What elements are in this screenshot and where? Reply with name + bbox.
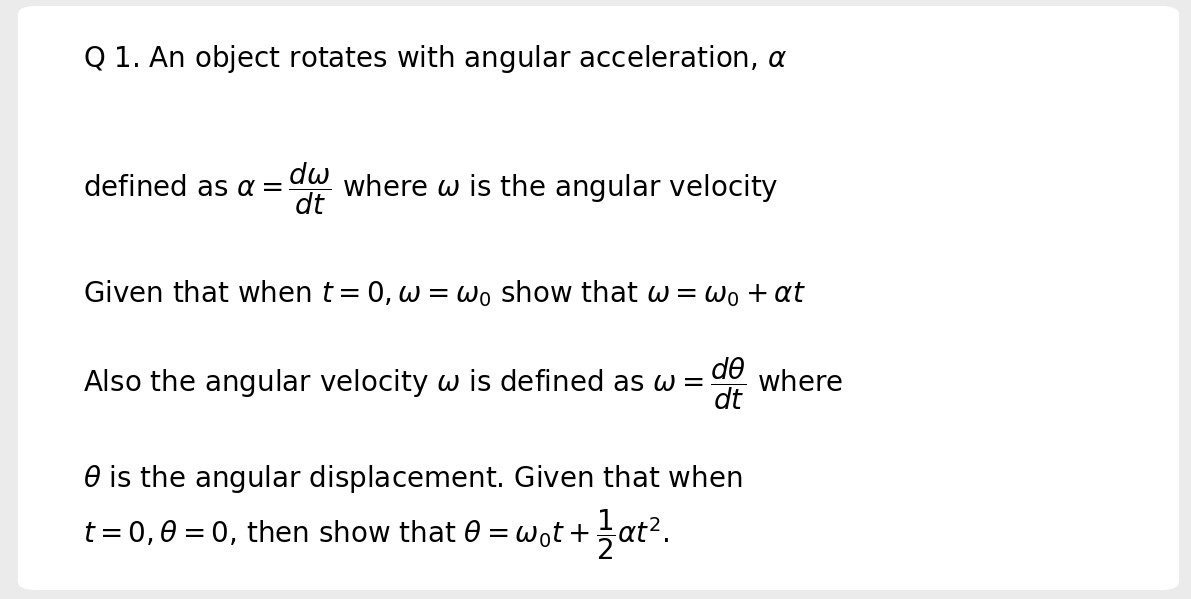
Text: Given that when $t = 0, \omega = \omega_0$ show that $\omega = \omega_0 + \alpha: Given that when $t = 0, \omega = \omega_… <box>83 278 806 309</box>
Text: $\theta$ is the angular displacement. Given that when: $\theta$ is the angular displacement. Gi… <box>83 463 743 495</box>
Text: defined as $\alpha = \dfrac{d\omega}{dt}$ where $\omega$ is the angular velocity: defined as $\alpha = \dfrac{d\omega}{dt}… <box>83 161 779 217</box>
Text: Also the angular velocity $\omega$ is defined as $\omega = \dfrac{d\theta}{dt}$ : Also the angular velocity $\omega$ is de… <box>83 355 843 412</box>
Text: Q 1. An object rotates with angular acceleration, $\alpha$: Q 1. An object rotates with angular acce… <box>83 43 787 75</box>
Text: $t = 0, \theta = 0$, then show that $\theta = \omega_0 t + \dfrac{1}{2}\alpha t^: $t = 0, \theta = 0$, then show that $\th… <box>83 507 669 562</box>
